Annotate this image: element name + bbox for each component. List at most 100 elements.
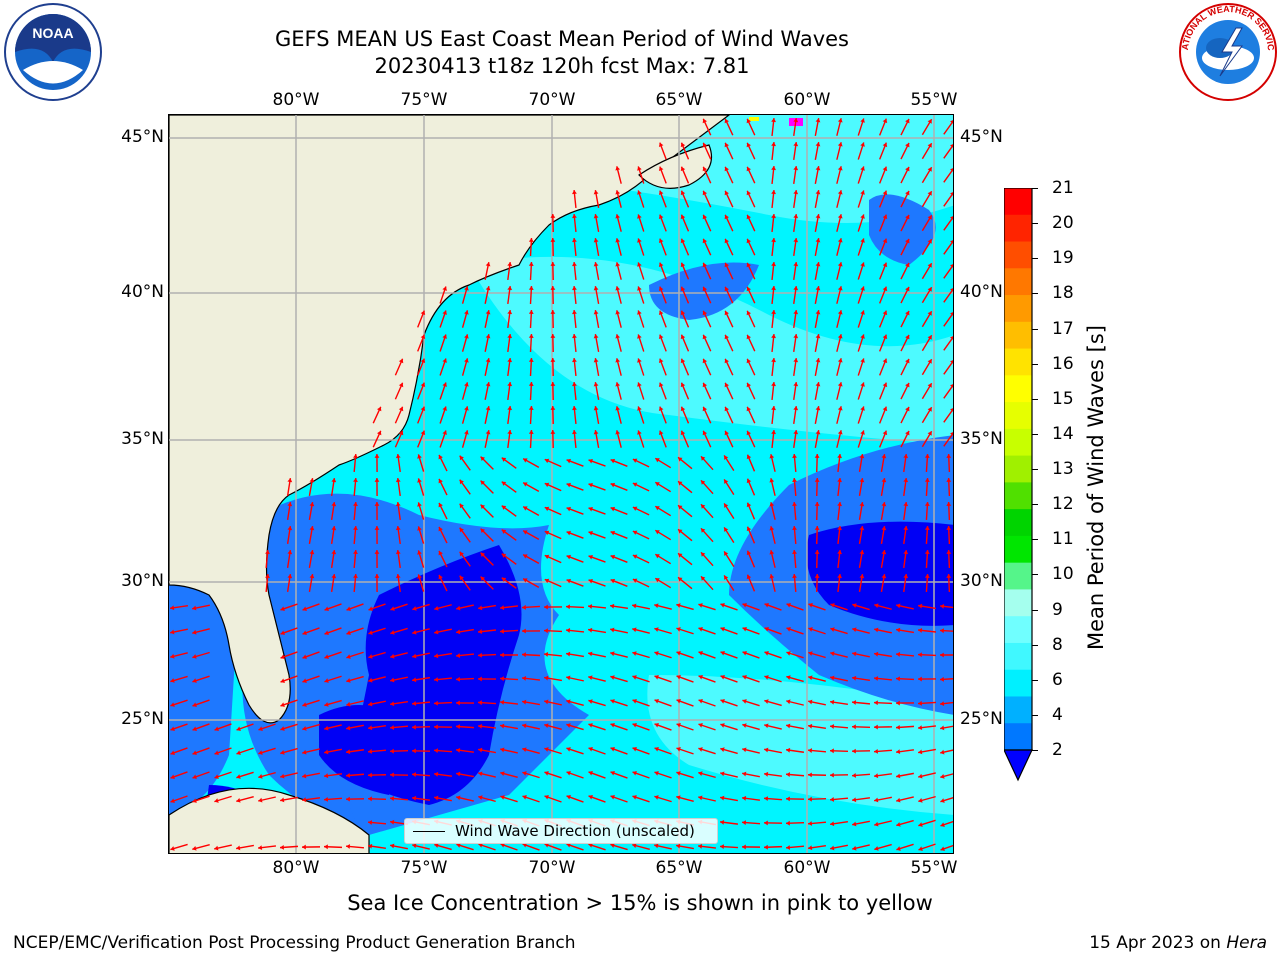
wave-arrow-head xyxy=(632,530,638,535)
colorbar-tick-mark xyxy=(1032,609,1038,611)
wave-arrow-head xyxy=(346,725,351,731)
wave-arrow-head xyxy=(324,678,329,683)
wave-arrow-head xyxy=(896,822,901,827)
wave-arrow-head xyxy=(507,286,513,291)
wave-arrow-head xyxy=(769,454,775,459)
wave-arrow-head xyxy=(769,502,775,507)
colorbar-band xyxy=(1004,402,1032,430)
wave-arrow-head xyxy=(771,214,776,219)
wave-arrow-head xyxy=(793,430,799,435)
wave-arrow-head xyxy=(881,454,887,459)
wave-arrow-head xyxy=(368,749,373,754)
wave-arrow-head xyxy=(632,482,638,487)
wave-arrow-head xyxy=(324,844,328,850)
wave-arrow-head xyxy=(724,214,729,220)
wave-arrow-head xyxy=(412,843,417,849)
wave-arrow-head xyxy=(852,773,857,778)
wave-arrow-head xyxy=(702,238,708,244)
wave-arrow-head xyxy=(940,774,945,779)
wave-arrow-head xyxy=(544,652,549,657)
wave-arrow-head xyxy=(814,454,820,458)
wave-arrow-head xyxy=(593,382,599,387)
wave-arrow-head xyxy=(507,310,513,315)
lon-tick-bottom: 80°W xyxy=(272,858,320,878)
wave-arrow-head xyxy=(837,310,843,315)
wave-arrow-head xyxy=(882,262,888,268)
wave-arrow-head xyxy=(918,603,923,609)
wave-arrow-head xyxy=(881,478,887,483)
wave-arrow-head xyxy=(544,458,550,464)
wave-arrow-head xyxy=(859,574,865,579)
wave-arrow-head xyxy=(680,430,686,436)
wave-arrow-head xyxy=(258,845,263,851)
wave-arrow-head xyxy=(374,526,380,530)
lat-tick-right: 30°N xyxy=(960,571,1003,591)
wave-arrow-head xyxy=(572,430,577,435)
wave-arrow-head xyxy=(680,190,686,196)
wave-arrow-head xyxy=(860,214,865,219)
wave-arrow-head xyxy=(346,701,351,707)
wave-arrow-head xyxy=(522,747,527,752)
wave-arrow-head xyxy=(331,478,337,483)
wave-arrow-head xyxy=(258,774,263,779)
wave-arrow-head xyxy=(815,382,821,387)
colorbar-tick-label: 21 xyxy=(1052,178,1074,198)
wave-arrow-head xyxy=(746,118,752,124)
wave-arrow-head xyxy=(501,529,507,534)
wave-arrow-head xyxy=(412,677,417,683)
lon-tick-top: 75°W xyxy=(400,90,448,110)
wave-arrow-head xyxy=(724,406,729,412)
wave-arrow-head xyxy=(882,166,888,172)
wave-arrow-head xyxy=(214,774,219,779)
wave-arrow-head xyxy=(507,430,513,435)
wave-arrow-head xyxy=(658,406,664,411)
wave-arrow-head xyxy=(852,627,857,633)
wave-arrow-head xyxy=(905,142,910,148)
wave-arrow-head xyxy=(924,478,930,482)
wave-arrow-head xyxy=(170,846,175,851)
wave-arrow-head xyxy=(793,286,799,291)
wave-arrow-head xyxy=(192,750,197,756)
wave-arrow-head xyxy=(324,654,329,659)
wave-arrow-head xyxy=(698,795,703,801)
wave-arrow-head xyxy=(500,676,504,682)
wave-arrow-head xyxy=(258,750,263,755)
colorbar-tick-label: 19 xyxy=(1052,248,1074,269)
wave-arrow-head xyxy=(924,550,930,554)
wave-arrow-head xyxy=(610,675,615,680)
wave-arrow-head xyxy=(905,430,910,436)
wave-arrow-head xyxy=(501,457,507,462)
wave-arrow-head xyxy=(940,822,945,827)
colorbar-tick-mark xyxy=(1032,223,1038,225)
wave-arrow-head xyxy=(610,627,615,633)
wave-arrow-head xyxy=(742,723,747,728)
wave-arrow-head xyxy=(353,526,358,531)
wave-arrow-head xyxy=(702,382,708,388)
wave-arrow-head xyxy=(610,770,615,776)
wave-arrow-head xyxy=(214,845,219,851)
wave-arrow-head xyxy=(905,166,910,172)
wave-arrow-head xyxy=(566,458,571,464)
wave-arrow-head xyxy=(528,286,534,290)
wave-arrow-head xyxy=(786,675,791,680)
wave-arrow-head xyxy=(434,653,439,659)
wave-arrow-head xyxy=(501,577,507,582)
wave-arrow-head xyxy=(742,844,746,850)
colorbar-band xyxy=(1004,642,1032,671)
colorbar-band xyxy=(1004,375,1032,403)
wave-arrow-head xyxy=(702,214,708,220)
wave-arrow-head xyxy=(905,382,910,388)
wave-arrow-head xyxy=(236,845,241,851)
wave-arrow-head xyxy=(438,454,443,460)
wave-arrow-head xyxy=(676,747,681,752)
wave-arrow-head xyxy=(412,748,416,754)
wave-arrow-head xyxy=(771,118,776,123)
wave-arrow-head xyxy=(615,262,621,267)
wave-arrow-head xyxy=(702,286,708,292)
wave-arrow-head xyxy=(837,238,843,243)
colorbar-tick-label: 6 xyxy=(1052,669,1063,690)
wave-arrow-head xyxy=(615,238,621,243)
wave-arrow-head xyxy=(742,820,746,826)
wave-arrow-head xyxy=(814,574,820,578)
wave-arrow-head xyxy=(837,406,843,411)
